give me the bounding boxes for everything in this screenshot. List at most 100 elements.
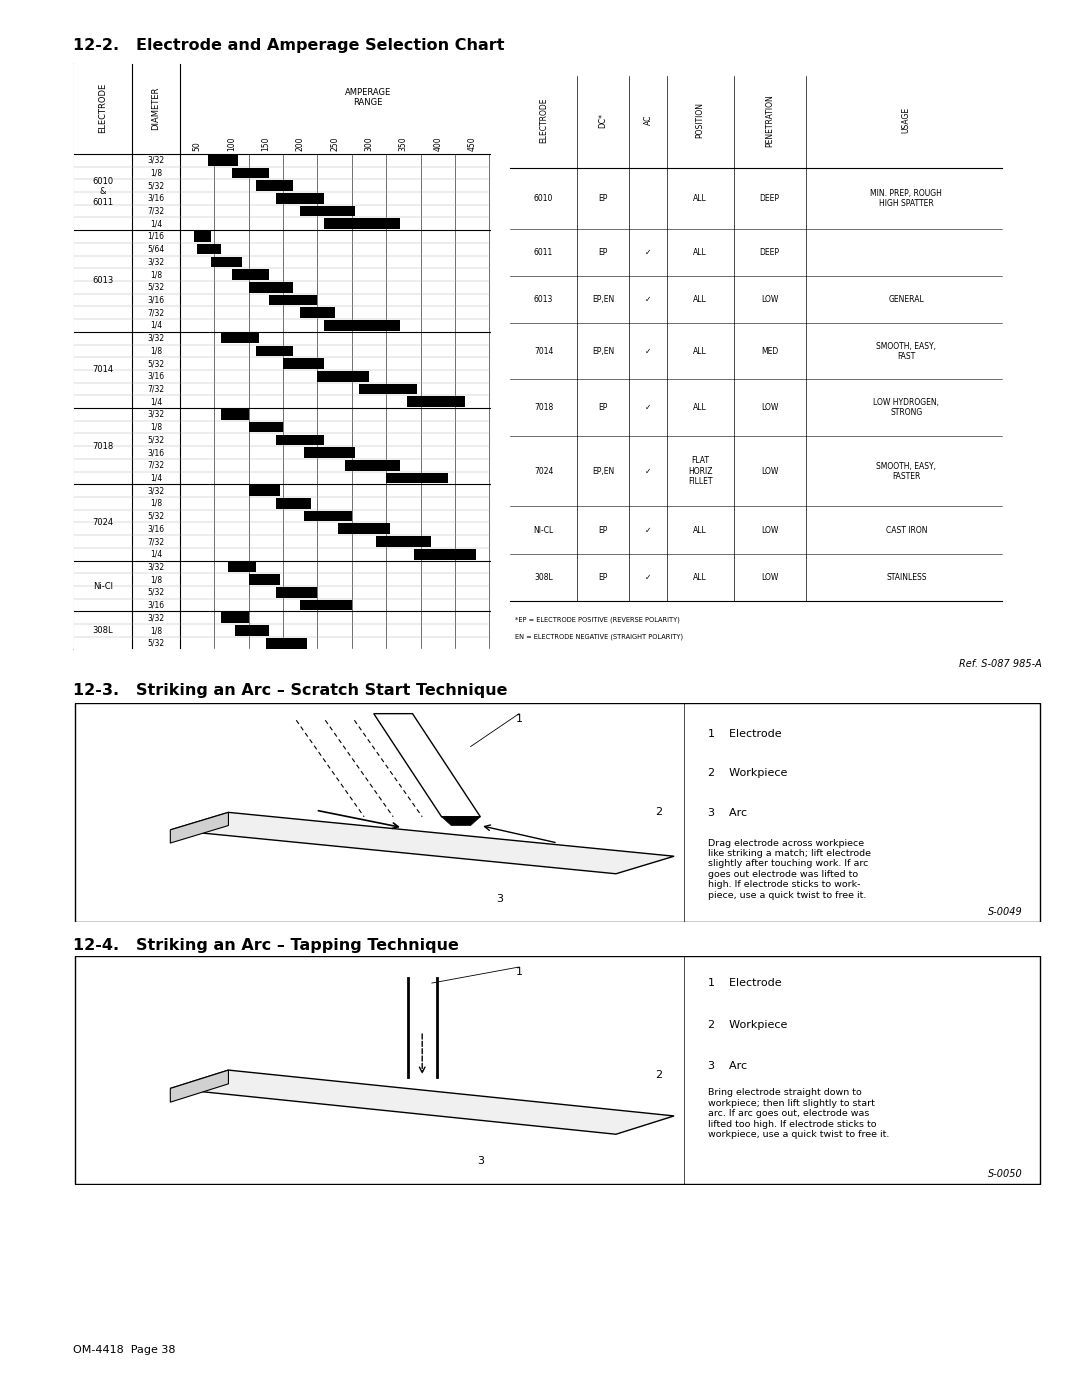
Bar bbox=[211, 257, 242, 267]
Text: ALL: ALL bbox=[693, 249, 707, 257]
Text: LOW: LOW bbox=[761, 573, 779, 581]
Text: GENERAL: GENERAL bbox=[889, 295, 924, 305]
Bar bbox=[276, 434, 324, 446]
Text: 5/64: 5/64 bbox=[147, 244, 164, 254]
Polygon shape bbox=[171, 813, 674, 873]
Text: Drag electrode across workpiece
like striking a match; lift electrode
slightly a: Drag electrode across workpiece like str… bbox=[708, 838, 870, 900]
Text: 2    Workpiece: 2 Workpiece bbox=[708, 1020, 787, 1030]
Text: 3/16: 3/16 bbox=[148, 524, 164, 534]
Bar bbox=[221, 409, 248, 419]
Text: 5/32: 5/32 bbox=[148, 282, 164, 292]
Text: S-0049: S-0049 bbox=[988, 907, 1023, 916]
Text: 12-4.   Striking an Arc – Tapping Technique: 12-4. Striking an Arc – Tapping Techniqu… bbox=[73, 937, 459, 953]
Text: ALL: ALL bbox=[693, 573, 707, 581]
Bar bbox=[387, 472, 448, 483]
Text: 1/8: 1/8 bbox=[150, 423, 162, 432]
Text: ✓: ✓ bbox=[645, 467, 651, 476]
Text: 7024: 7024 bbox=[534, 467, 553, 476]
Text: 5/32: 5/32 bbox=[148, 359, 164, 367]
Bar bbox=[235, 626, 269, 636]
Text: 2: 2 bbox=[654, 807, 662, 817]
Text: 7014: 7014 bbox=[534, 346, 553, 356]
Text: DC*: DC* bbox=[598, 113, 608, 127]
Text: 7/32: 7/32 bbox=[148, 207, 164, 215]
Text: ALL: ALL bbox=[693, 525, 707, 535]
Text: LOW: LOW bbox=[761, 525, 779, 535]
Text: 1/4: 1/4 bbox=[150, 219, 162, 228]
Text: 12-2.   Electrode and Amperage Selection Chart: 12-2. Electrode and Amperage Selection C… bbox=[73, 38, 505, 53]
Text: 7014: 7014 bbox=[92, 366, 113, 374]
Text: LOW HYDROGEN,
STRONG: LOW HYDROGEN, STRONG bbox=[874, 398, 940, 418]
Text: USAGE: USAGE bbox=[902, 108, 910, 133]
Text: SMOOTH, EASY,
FASTER: SMOOTH, EASY, FASTER bbox=[876, 461, 936, 481]
Text: ALL: ALL bbox=[693, 404, 707, 412]
Text: ✓: ✓ bbox=[645, 295, 651, 305]
Text: 3/32: 3/32 bbox=[148, 486, 164, 495]
Text: 3/16: 3/16 bbox=[148, 448, 164, 457]
Polygon shape bbox=[442, 817, 481, 826]
Text: AC: AC bbox=[644, 115, 652, 126]
Polygon shape bbox=[171, 813, 229, 842]
Bar bbox=[198, 244, 221, 254]
Text: EP: EP bbox=[598, 194, 608, 203]
Text: 5/32: 5/32 bbox=[148, 588, 164, 597]
Text: ✓: ✓ bbox=[645, 404, 651, 412]
Text: 3/16: 3/16 bbox=[148, 601, 164, 609]
Text: 1/8: 1/8 bbox=[150, 169, 162, 177]
Bar bbox=[359, 384, 417, 394]
Text: 3    Arc: 3 Arc bbox=[708, 1060, 747, 1071]
Text: DEEP: DEEP bbox=[759, 194, 780, 203]
Text: 1    Electrode: 1 Electrode bbox=[708, 729, 782, 739]
Text: LOW: LOW bbox=[761, 467, 779, 476]
Text: 12-3.   Striking an Arc – Scratch Start Technique: 12-3. Striking an Arc – Scratch Start Te… bbox=[73, 683, 508, 698]
Polygon shape bbox=[171, 1070, 229, 1102]
Text: AMPERAGE
RANGE: AMPERAGE RANGE bbox=[345, 88, 391, 108]
Text: 5/32: 5/32 bbox=[148, 638, 164, 648]
Bar bbox=[303, 511, 352, 521]
Text: 3/32: 3/32 bbox=[148, 613, 164, 622]
Text: Ref. S-087 985-A: Ref. S-087 985-A bbox=[959, 659, 1042, 669]
Bar bbox=[266, 638, 307, 648]
Text: 3    Arc: 3 Arc bbox=[708, 807, 747, 819]
Text: DEEP: DEEP bbox=[759, 249, 780, 257]
Bar bbox=[345, 460, 400, 471]
Bar bbox=[221, 332, 259, 344]
Text: 450: 450 bbox=[468, 137, 476, 151]
Bar bbox=[300, 599, 352, 610]
Bar bbox=[276, 587, 318, 598]
Text: 200: 200 bbox=[296, 137, 305, 151]
Text: 7/32: 7/32 bbox=[148, 461, 164, 469]
Text: 1/16: 1/16 bbox=[148, 232, 164, 240]
Bar bbox=[221, 612, 248, 623]
Text: 3/16: 3/16 bbox=[148, 372, 164, 381]
Text: 1/8: 1/8 bbox=[150, 576, 162, 584]
Bar bbox=[276, 499, 311, 509]
Text: 5/32: 5/32 bbox=[148, 511, 164, 521]
Text: EP,EN: EP,EN bbox=[592, 295, 615, 305]
Text: POSITION: POSITION bbox=[696, 102, 704, 138]
Text: 1/8: 1/8 bbox=[150, 626, 162, 636]
Text: 1: 1 bbox=[515, 967, 523, 977]
FancyBboxPatch shape bbox=[72, 61, 492, 651]
Text: *EP = ELECTRODE POSITIVE (REVERSE POLARITY): *EP = ELECTRODE POSITIVE (REVERSE POLARI… bbox=[515, 616, 680, 623]
Text: 3: 3 bbox=[476, 1157, 484, 1166]
Text: DIAMETER: DIAMETER bbox=[151, 87, 161, 130]
Text: ✓: ✓ bbox=[645, 346, 651, 356]
Text: 308L: 308L bbox=[93, 626, 113, 636]
Text: 6013: 6013 bbox=[534, 295, 553, 305]
Text: EP: EP bbox=[598, 525, 608, 535]
Text: 2: 2 bbox=[654, 1070, 662, 1080]
Text: MED: MED bbox=[761, 346, 779, 356]
Bar bbox=[300, 307, 335, 319]
Text: 3/32: 3/32 bbox=[148, 409, 164, 419]
Polygon shape bbox=[374, 714, 481, 817]
Text: 3/32: 3/32 bbox=[148, 155, 164, 165]
Text: LOW: LOW bbox=[761, 295, 779, 305]
Bar bbox=[300, 205, 355, 217]
Text: MIN. PREP, ROUGH
HIGH SPATTER: MIN. PREP, ROUGH HIGH SPATTER bbox=[870, 189, 942, 208]
Bar bbox=[193, 231, 211, 242]
Bar bbox=[414, 549, 475, 560]
Text: SMOOTH, EASY,
FAST: SMOOTH, EASY, FAST bbox=[876, 342, 936, 360]
Text: ALL: ALL bbox=[693, 346, 707, 356]
Text: ELECTRODE: ELECTRODE bbox=[539, 98, 549, 142]
